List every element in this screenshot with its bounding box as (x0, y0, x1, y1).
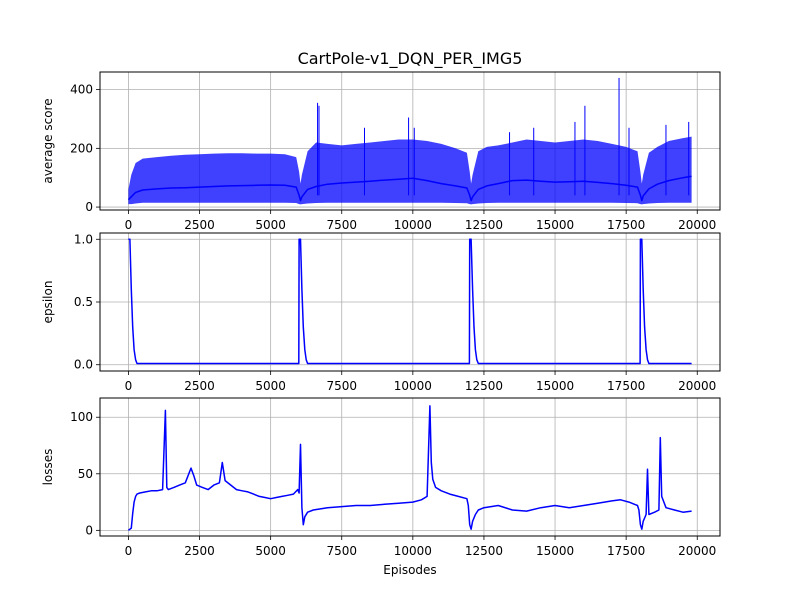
y-tick-label: 50 (78, 467, 93, 481)
x-tick-label: 10000 (394, 218, 432, 232)
x-tick-label: 7500 (326, 218, 357, 232)
y-tick-label: 0 (85, 523, 93, 537)
plot-score: 0 2500 5000 7500 10000 12500 15000 17500 20000 0… (41, 71, 721, 232)
score-spread-band (128, 136, 692, 205)
x-tick-label: 5000 (255, 379, 286, 393)
x-tick-label: 0 (125, 218, 133, 232)
score-y-ticks: 0 200 400 (70, 83, 100, 214)
score-peaks (317, 77, 690, 196)
x-tick-label: 12500 (465, 544, 503, 558)
x-tick-label: 12500 (465, 379, 503, 393)
x-tick-label: 2500 (184, 218, 215, 232)
y-tick-label: 0 (85, 200, 93, 214)
score-y-label: average score (41, 98, 55, 183)
x-tick-label: 15000 (536, 544, 574, 558)
x-tick-label: 0 (125, 379, 133, 393)
plot-epsilon: 0 2500 5000 7500 10000 12500 15000 17500 20000 0… (41, 232, 721, 393)
x-tick-label: 2500 (184, 544, 215, 558)
epsilon-y-label: epsilon (41, 281, 55, 324)
x-tick-label: 17500 (607, 379, 645, 393)
y-tick-label: 400 (70, 83, 93, 97)
x-tick-label: 20000 (678, 544, 716, 558)
losses-grid (100, 398, 720, 536)
x-axis-label: Episodes (383, 563, 436, 577)
y-tick-label: 0.5 (74, 295, 93, 309)
x-tick-label: 0 (125, 544, 133, 558)
score-x-ticks: 0 2500 5000 7500 10000 12500 15000 17500 20000 (125, 210, 716, 232)
epsilon-line (128, 238, 692, 365)
x-tick-label: 2500 (184, 379, 215, 393)
x-tick-label: 10000 (394, 544, 432, 558)
y-tick-label: 1.0 (74, 232, 93, 246)
x-tick-label: 17500 (607, 544, 645, 558)
losses-axes-frame (99, 397, 721, 537)
score-axes-frame (99, 71, 721, 211)
x-tick-label: 5000 (255, 544, 286, 558)
x-tick-label: 20000 (678, 379, 716, 393)
y-tick-label: 0.0 (74, 358, 93, 372)
chart-title: CartPole-v1_DQN_PER_IMG5 (298, 49, 523, 69)
epsilon-x-ticks: 0 2500 5000 7500 10000 12500 15000 17500 20000 (125, 371, 716, 393)
x-tick-label: 10000 (394, 379, 432, 393)
x-tick-label: 7500 (326, 379, 357, 393)
y-tick-label: 100 (70, 410, 93, 424)
losses-y-label: losses (41, 449, 55, 486)
x-tick-label: 15000 (536, 379, 574, 393)
losses-x-ticks: 0 2500 5000 7500 10000 12500 15000 17500 20000 (125, 536, 716, 558)
x-tick-label: 17500 (607, 218, 645, 232)
losses-y-ticks: 0 50 100 (70, 410, 100, 537)
x-tick-label: 7500 (326, 544, 357, 558)
x-tick-label: 20000 (678, 218, 716, 232)
x-tick-label: 5000 (255, 218, 286, 232)
plot-losses: 0 2500 5000 7500 10000 12500 15000 17500 20000 0… (41, 397, 721, 558)
x-tick-label: 15000 (536, 218, 574, 232)
epsilon-y-ticks: 0.0 0.5 1.0 (74, 232, 100, 372)
score-average-line (127, 175, 692, 202)
epsilon-grid (100, 233, 720, 371)
y-tick-label: 200 (70, 141, 93, 155)
losses-line (127, 405, 692, 531)
x-tick-label: 12500 (465, 218, 503, 232)
